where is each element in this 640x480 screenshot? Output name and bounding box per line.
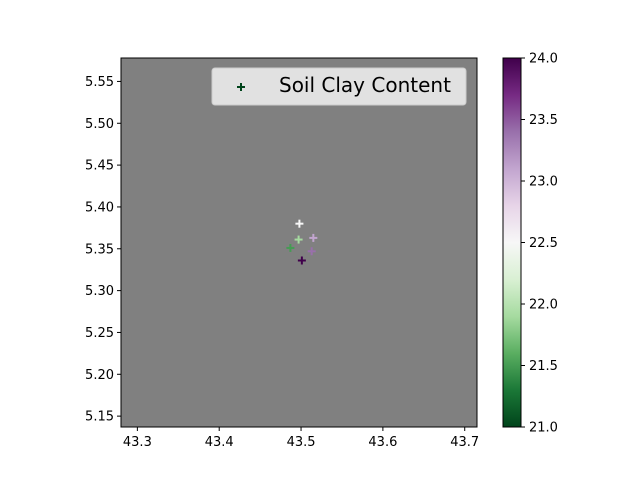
y-tick-label: 5.30 — [85, 284, 114, 299]
colorbar-tick-label: 22.0 — [529, 298, 558, 313]
data-point — [309, 233, 318, 242]
colorbar-tick-label: 22.5 — [529, 236, 558, 251]
y-tick-label: 5.55 — [85, 75, 114, 90]
data-point — [294, 235, 303, 244]
plot-frame — [120, 57, 478, 428]
y-tick-label: 5.35 — [85, 242, 114, 257]
y-tick-label: 5.25 — [85, 326, 114, 341]
data-point — [297, 256, 306, 265]
colorbar-tick-label: 23.5 — [529, 113, 558, 128]
legend-marker-icon — [237, 83, 245, 91]
scatter-points — [286, 219, 318, 265]
data-point — [295, 219, 304, 228]
colorbar-tick-label: 21.0 — [529, 421, 558, 436]
x-tick-label: 43.6 — [368, 435, 397, 450]
x-tick-label: 43.5 — [287, 435, 316, 450]
colorbar-tick-label: 21.5 — [529, 359, 558, 374]
colorbar — [502, 57, 522, 428]
x-tick-label: 43.3 — [123, 435, 152, 450]
legend-label: Soil Clay Content — [279, 73, 451, 97]
y-tick-label: 5.20 — [85, 368, 114, 383]
y-tick-label: 5.45 — [85, 159, 114, 174]
colorbar-axis: 21.0 21.5 22.0 22.5 23.0 23.5 24.0 — [521, 52, 558, 436]
colorbar-tick-label: 23.0 — [529, 175, 558, 190]
x-axis: 43.3 43.4 43.5 43.6 43.7 — [123, 427, 479, 450]
y-axis: 5.15 5.20 5.25 5.30 5.35 5.40 5.45 5.50 5.55 — [85, 75, 121, 425]
x-tick-label: 43.4 — [205, 435, 234, 450]
x-tick-label: 43.7 — [450, 435, 479, 450]
legend: Soil Clay Content — [211, 67, 467, 106]
legend-marker — [237, 83, 245, 91]
data-point — [307, 247, 316, 256]
colorbar-tick-label: 24.0 — [529, 52, 558, 67]
legend-box — [211, 67, 467, 106]
y-tick-label: 5.50 — [85, 117, 114, 132]
data-point — [286, 243, 295, 252]
y-tick-label: 5.40 — [85, 200, 114, 215]
y-tick-label: 5.15 — [85, 410, 114, 425]
